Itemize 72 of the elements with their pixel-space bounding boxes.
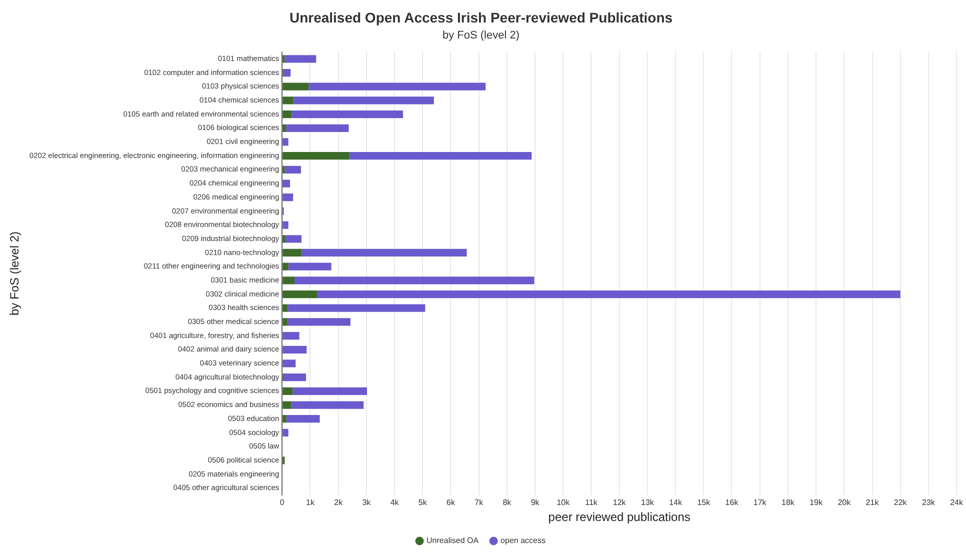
x-tick-label: 20k <box>838 498 852 508</box>
bar <box>282 221 288 229</box>
x-tick-label: 23k <box>922 498 936 508</box>
bar <box>282 82 309 90</box>
x-tick-label: 22k <box>894 498 908 508</box>
x-tick-label: 18k <box>781 498 796 508</box>
bar <box>282 276 295 284</box>
x-tick-label: 4k <box>390 498 400 508</box>
chart-title: Unrealised Open Access Irish Peer-reviewed Publications <box>289 9 673 26</box>
bar <box>282 152 350 160</box>
x-tick-label: 17k <box>753 498 768 508</box>
x-tick-label: 16k <box>725 498 740 508</box>
bar <box>292 387 368 395</box>
x-tick-label: 8k <box>502 498 512 508</box>
bar <box>282 318 288 326</box>
bar <box>288 318 350 326</box>
x-tick-label: 21k <box>866 498 880 508</box>
x-tick-label: 15k <box>697 498 712 508</box>
x-tick-label: 6k <box>446 498 456 508</box>
bar <box>294 276 534 284</box>
bar <box>349 152 532 160</box>
chart-subtitle: by FoS (level 2) <box>442 29 520 42</box>
bar <box>284 235 302 243</box>
x-tick-label: 0 <box>280 498 285 508</box>
bar <box>293 96 434 104</box>
x-tick-label: 1k <box>306 498 316 508</box>
bar <box>282 428 288 437</box>
x-axis-title: peer reviewed publications <box>548 510 690 524</box>
bar <box>282 387 293 395</box>
bar <box>284 374 306 382</box>
bar <box>282 415 286 423</box>
x-tick-label: 24k <box>950 498 964 508</box>
bar <box>284 55 316 63</box>
x-tick-label: 11k <box>585 498 598 508</box>
x-tick-label: 14k <box>669 498 683 508</box>
bar <box>286 415 320 423</box>
bar <box>284 166 301 174</box>
bar <box>284 68 291 77</box>
bar <box>291 401 364 409</box>
bar <box>282 332 300 340</box>
bar <box>282 180 290 188</box>
x-tick-label: 3k <box>362 498 372 508</box>
bar <box>282 304 288 312</box>
bar <box>308 82 486 90</box>
x-tick-label: 5k <box>418 498 428 508</box>
bar <box>288 262 332 270</box>
x-tick-label: 12k <box>612 498 627 508</box>
bar <box>282 124 286 132</box>
bar <box>282 248 302 257</box>
bar <box>286 124 349 132</box>
x-tick-label: 9k <box>530 498 540 508</box>
bar <box>291 110 403 118</box>
bar <box>302 248 467 257</box>
bar <box>282 96 294 104</box>
x-tick-label: 19k <box>810 498 824 508</box>
bar <box>282 262 288 270</box>
bar <box>282 401 292 409</box>
bar <box>282 346 307 354</box>
x-tick-label: 10k <box>556 498 571 508</box>
x-tick-label: 13k <box>640 498 655 508</box>
bar <box>316 290 900 298</box>
bar <box>282 194 294 202</box>
legend-label: open access <box>500 536 546 546</box>
y-axis-title: by FoS (level 2) <box>8 231 22 316</box>
x-tick-label: 2k <box>334 498 344 508</box>
x-tick-label: 7k <box>474 498 484 508</box>
bar <box>282 138 288 146</box>
bar <box>282 360 296 368</box>
bar <box>288 304 426 312</box>
bar <box>282 110 292 118</box>
bar <box>282 290 317 298</box>
legend-label: Unrealised OA <box>426 536 480 546</box>
